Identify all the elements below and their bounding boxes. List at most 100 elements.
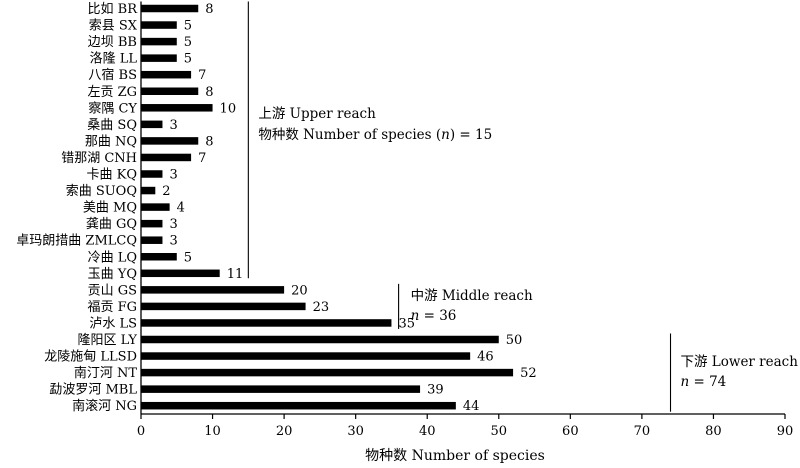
value-label: 8: [205, 134, 213, 149]
bar: [141, 186, 156, 195]
x-tick-label: 40: [419, 424, 436, 439]
category-label: 八宿 BS: [88, 67, 137, 83]
value-label: 8: [205, 85, 213, 100]
x-tick-label: 20: [276, 424, 293, 439]
category-label: 玉曲 YQ: [88, 267, 137, 282]
value-label: 5: [184, 52, 192, 67]
bar: [141, 170, 163, 178]
upper-reach-label: 上游 Upper reach: [258, 106, 376, 122]
value-label: 3: [169, 118, 177, 133]
value-label: 39: [427, 383, 444, 398]
category-label: 龙陵施甸 LLSD: [44, 350, 137, 365]
category-label: 察隅 CY: [88, 101, 137, 116]
bar: [141, 302, 306, 311]
x-tick-label: 60: [562, 424, 579, 439]
bar: [141, 219, 163, 228]
bar: [141, 335, 499, 344]
value-label: 2: [162, 184, 170, 199]
bar: [141, 368, 514, 377]
value-label: 35: [398, 316, 415, 331]
bar: [141, 120, 163, 129]
bar: [141, 269, 220, 278]
x-tick-label: 0: [137, 424, 145, 439]
bar: [141, 236, 163, 244]
middle-reach-label: 中游 Middle reach: [411, 288, 533, 304]
value-label: 8: [205, 2, 213, 17]
category-label: 泸水 LS: [89, 316, 137, 331]
value-label: 20: [291, 283, 308, 298]
value-label: 7: [198, 68, 206, 83]
value-label: 46: [477, 350, 494, 365]
upper-reach-count: 物种数 Number of species (n) = 15: [258, 127, 492, 143]
category-label: 冷曲 LQ: [88, 250, 137, 265]
bar: [141, 137, 199, 145]
middle-reach-count: n = 36: [411, 308, 457, 324]
category-label: 卡曲 KQ: [86, 168, 137, 183]
bar: [141, 70, 192, 79]
bar: [141, 4, 199, 13]
category-label: 勐波罗河 MBL: [49, 383, 137, 398]
category-label: 那曲 NQ: [85, 134, 137, 149]
value-label: 5: [184, 35, 192, 50]
x-tick-label: 90: [777, 424, 794, 439]
category-label: 美曲 MQ: [83, 201, 137, 216]
category-label: 隆阳区 LY: [77, 333, 137, 348]
bar: [141, 21, 177, 29]
category-label: 南滚河 NG: [72, 398, 137, 414]
value-label: 3: [169, 168, 177, 183]
value-label: 23: [313, 300, 330, 315]
x-axis-title: 物种数 Number of species: [365, 448, 545, 464]
category-label: 桑曲 SQ: [87, 118, 137, 133]
bar: [141, 54, 177, 62]
count-value: = 74: [689, 374, 726, 390]
category-label: 边坝 BB: [88, 35, 137, 50]
bar: [141, 385, 421, 393]
x-tick-label: 10: [204, 424, 221, 439]
count-value: ) = 15: [450, 127, 492, 143]
value-label: 50: [506, 333, 523, 348]
bar: [141, 286, 285, 294]
bar: [141, 319, 392, 327]
x-axis: 0 10 20 30 40 50 60 70 80 90: [137, 1, 794, 439]
count-variable: n: [681, 374, 690, 390]
count-variable: n: [411, 308, 420, 324]
bar: [141, 352, 471, 360]
value-label: 7: [198, 151, 206, 166]
bar: [141, 104, 213, 112]
bars-group: [141, 4, 514, 410]
bar: [141, 401, 456, 410]
value-label: 5: [184, 250, 192, 265]
value-label: 10: [220, 101, 237, 116]
count-value: = 36: [419, 308, 456, 324]
category-label: 贡山 GS: [88, 283, 137, 298]
count-variable: n: [441, 127, 450, 143]
bar: [141, 153, 192, 162]
bar: [141, 203, 170, 211]
category-label: 错那湖 CNH: [61, 151, 137, 166]
category-label: 南汀河 NT: [74, 365, 138, 381]
lower-reach-label: 下游 Lower reach: [681, 354, 799, 370]
category-label: 比如 BR: [88, 1, 139, 17]
value-label: 52: [520, 366, 537, 381]
x-tick-label: 70: [634, 424, 651, 439]
value-label: 4: [177, 201, 185, 216]
x-tick-label: 30: [347, 424, 364, 439]
category-label: 福贡 FG: [87, 300, 137, 315]
lower-reach-count: n = 74: [681, 374, 727, 390]
x-tick-label: 80: [705, 424, 722, 439]
category-label: 索县 SX: [89, 19, 138, 34]
value-label: 11: [227, 267, 244, 282]
count-prefix: 物种数 Number of species (: [258, 127, 441, 143]
value-label: 3: [169, 234, 177, 249]
category-label: 卓玛朗措曲 ZMLCQ: [16, 234, 137, 249]
value-label: 44: [463, 399, 480, 414]
category-label: 洛隆 LL: [90, 52, 138, 67]
category-label: 龚曲 GQ: [86, 217, 137, 232]
bar: [141, 253, 177, 261]
bar: [141, 37, 177, 46]
value-label: 5: [184, 19, 192, 34]
